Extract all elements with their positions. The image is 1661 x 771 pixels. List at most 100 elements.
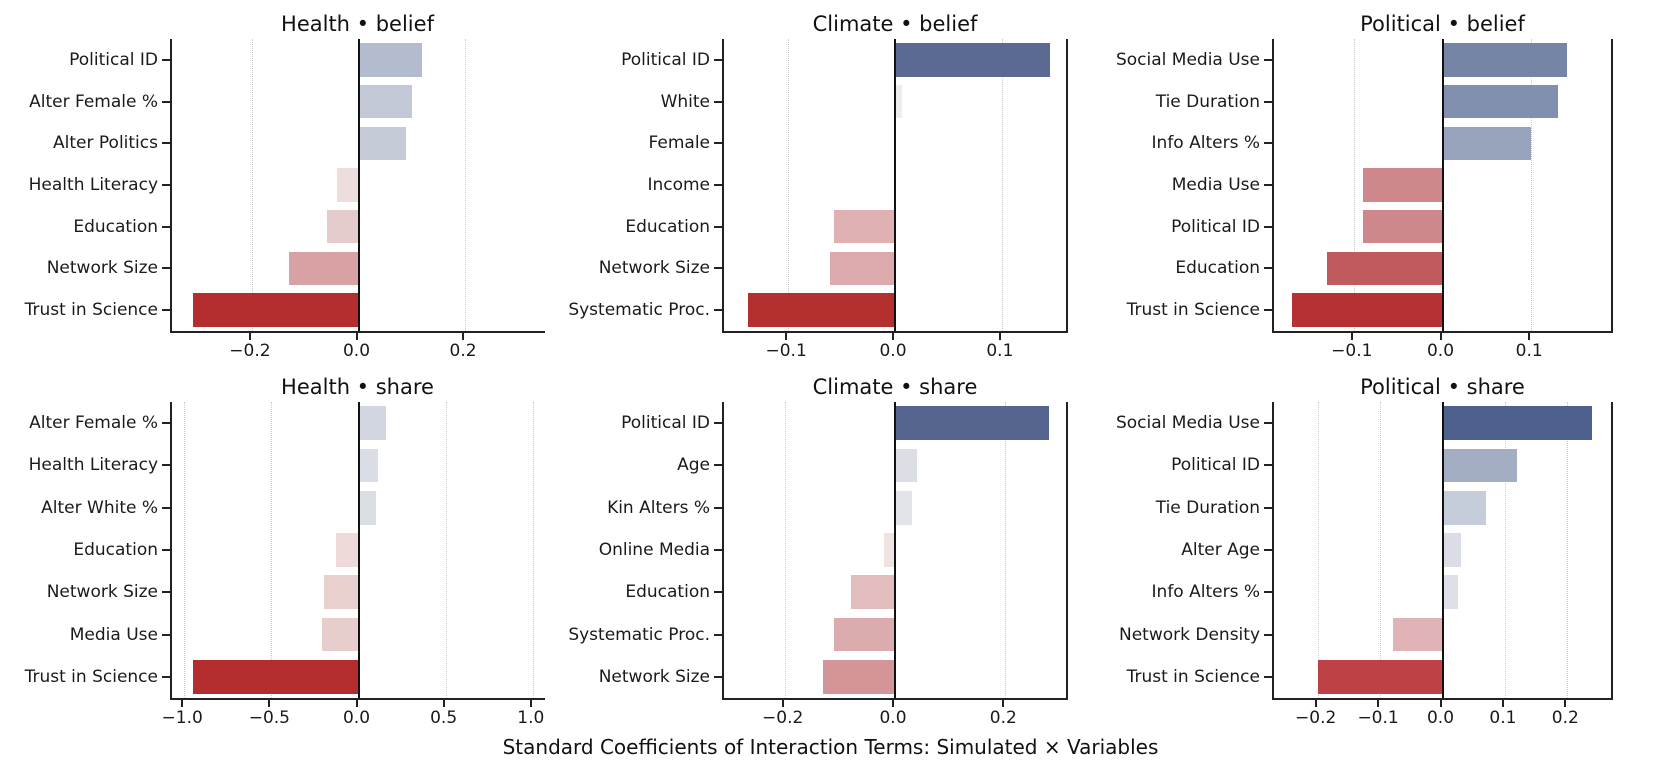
y-axis-label-alter-female: Alter Female % — [29, 413, 158, 434]
x-tick — [892, 333, 894, 340]
x-tick — [1564, 700, 1567, 707]
y-tick — [714, 225, 722, 228]
y-axis-label-education: Education — [1175, 258, 1260, 279]
bar-systematic-proc — [834, 617, 895, 652]
x-axis-ticks-climate-share: −0.2 0.0 0.2 — [722, 700, 1068, 728]
plot-area-health-belief — [170, 39, 545, 333]
y-tick — [162, 633, 170, 636]
y-axis-label-info-alters: Info Alters % — [1151, 582, 1260, 603]
y-tick — [714, 142, 722, 145]
gridline — [1353, 39, 1355, 331]
x-tick-label: 0.2 — [989, 708, 1017, 728]
y-axis-label-alter-politics: Alter Politics — [53, 133, 158, 154]
zero-line — [357, 402, 360, 698]
bar-alter-female — [358, 84, 412, 119]
bar-trust-in-science — [1317, 659, 1443, 694]
x-tick-label: −0.1 — [1357, 708, 1399, 728]
y-axis-label-social-media-use: Social Media Use — [1115, 49, 1260, 70]
y-tick — [1264, 100, 1272, 103]
gridline — [445, 402, 447, 698]
y-axis-label-tie-duration: Tie Duration — [1155, 497, 1260, 518]
gridline — [532, 402, 534, 698]
y-axis-label-network-size: Network Size — [598, 666, 710, 687]
y-axis-label-political-id: Political ID — [69, 49, 158, 70]
bar-media-use — [321, 617, 359, 652]
bar-political-id — [1362, 210, 1443, 244]
x-tick — [181, 700, 184, 707]
y-tick — [714, 309, 722, 312]
gridline — [465, 39, 467, 331]
y-tick — [162, 591, 170, 594]
bar-age — [895, 448, 918, 483]
y-axis-label-white: White — [660, 91, 710, 112]
bar-political-id — [895, 43, 1050, 77]
y-tick — [1264, 591, 1272, 594]
x-tick-label: −1.0 — [161, 708, 203, 728]
y-axis-label-network-size: Network Size — [46, 582, 158, 603]
zero-line — [894, 402, 896, 698]
y-tick — [714, 184, 722, 186]
plot-area-political-share — [1272, 402, 1613, 700]
plot-area-political-belief — [1272, 39, 1613, 333]
gridline — [271, 402, 273, 698]
bar-network-size — [823, 659, 895, 694]
y-tick — [1264, 58, 1272, 61]
bar-alter-white — [358, 490, 376, 525]
y-axis-label-health-literacy: Health Literacy — [28, 455, 158, 476]
y-axis-labels-health-belief: Political ID Alter Female % Alter Politics… — [0, 39, 170, 333]
bar-online-media — [883, 533, 895, 567]
y-axis-labels-health-share: Alter Female % Health Literacy Alter White… — [0, 402, 170, 700]
y-tick — [1264, 633, 1272, 636]
bar-alter-female — [358, 406, 387, 441]
x-tick — [1439, 333, 1442, 340]
bar-social-media-use — [1442, 406, 1593, 441]
x-tick — [1377, 700, 1380, 707]
y-axis-labels-climate-belief: Political ID White Female Income Education Ne… — [545, 39, 722, 333]
x-tick — [998, 333, 1001, 340]
gridline — [1380, 402, 1382, 698]
y-axis-label-education: Education — [625, 582, 710, 603]
x-tick-label: 0.1 — [1489, 708, 1517, 728]
y-tick — [162, 100, 170, 103]
x-axis-ticks-political-share: −0.2 −0.1 0.0 0.1 0.2 — [1272, 700, 1613, 728]
y-tick — [714, 58, 722, 61]
plot-area-health-share — [170, 402, 545, 700]
y-axis-label-network-size: Network Size — [598, 258, 710, 279]
x-tick — [268, 700, 271, 707]
y-axis-label-political-id: Political ID — [621, 413, 710, 434]
x-tick — [1002, 700, 1005, 707]
bar-network-density — [1392, 617, 1443, 652]
gridline — [1504, 402, 1506, 698]
y-axis-label-political-id: Political ID — [621, 49, 710, 70]
y-axis-labels-climate-share: Political ID Age Kin Alters % Online Media E… — [545, 402, 722, 700]
y-tick — [162, 309, 170, 312]
gridline — [1317, 402, 1319, 698]
gridline — [1531, 39, 1533, 331]
y-tick — [714, 267, 722, 270]
y-axis-label-female: Female — [648, 133, 710, 154]
x-tick — [781, 700, 784, 707]
y-axis-label-trust-in-science: Trust in Science — [24, 666, 158, 687]
gridline — [1001, 39, 1003, 331]
y-tick — [1264, 309, 1272, 312]
x-axis-super-label: Standard Coefficients of Interaction Ter… — [502, 734, 1159, 759]
y-tick — [162, 422, 170, 425]
bar-systematic-proc — [747, 293, 895, 327]
bar-network-size — [829, 251, 895, 286]
bar-alter-politics — [358, 126, 407, 160]
y-tick — [1264, 142, 1272, 145]
y-tick — [714, 506, 722, 509]
bar-tie-duration — [1442, 84, 1558, 119]
zero-line — [1441, 402, 1444, 698]
y-axis-label-alter-age: Alter Age — [1181, 540, 1260, 560]
bar-education — [335, 533, 359, 567]
panel-title-climate-share: Climate • share — [812, 374, 978, 399]
bar-kin-alters — [895, 490, 912, 525]
y-axis-label-education: Education — [625, 216, 710, 237]
y-axis-label-alter-female: Alter Female % — [29, 91, 158, 112]
x-tick-label: −0.2 — [1295, 708, 1337, 728]
x-tick-label: 0.2 — [449, 341, 477, 361]
x-tick-label: 0.0 — [342, 708, 371, 728]
y-axis-label-tie-duration: Tie Duration — [1155, 91, 1260, 112]
